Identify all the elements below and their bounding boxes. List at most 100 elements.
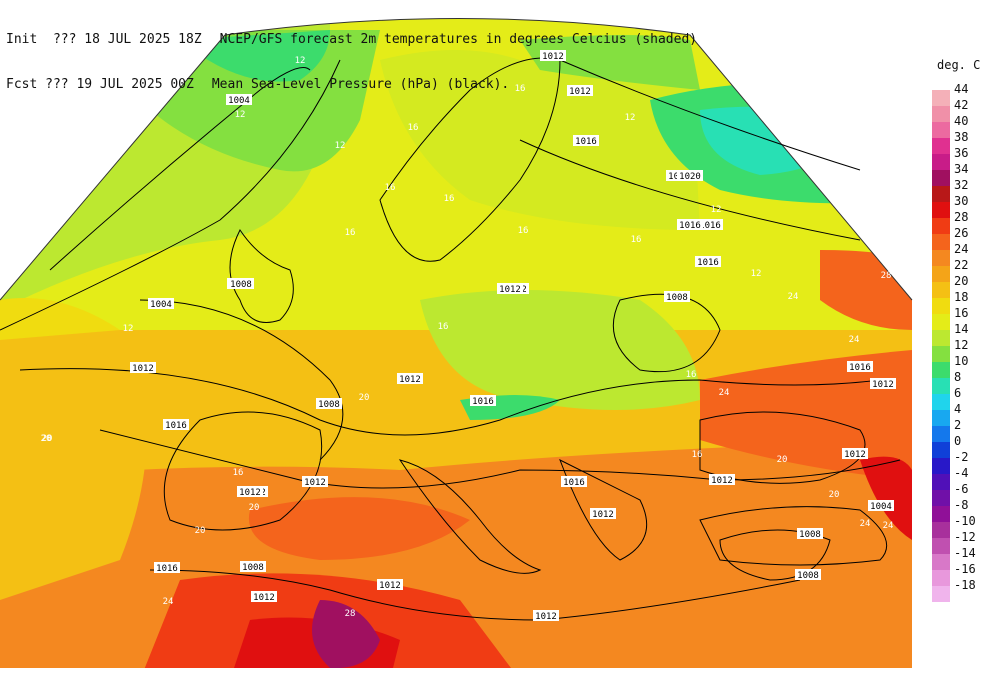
- temperature-label: 12: [235, 110, 246, 120]
- legend-row: -6: [932, 482, 996, 506]
- legend-row: 30: [932, 194, 996, 218]
- legend-row: -12: [932, 530, 996, 554]
- legend-swatch: [932, 410, 950, 426]
- temperature-label: 28: [345, 609, 356, 619]
- temperature-label: 16: [438, 322, 449, 332]
- legend-label: 22: [954, 258, 969, 272]
- legend-row: 34: [932, 162, 996, 186]
- legend-row: 2: [932, 418, 996, 442]
- legend-row: -4: [932, 466, 996, 490]
- isobar-label: 1008: [242, 563, 264, 573]
- legend-row: 14: [932, 322, 996, 346]
- legend-swatch: [932, 250, 950, 266]
- legend-swatch: [932, 186, 950, 202]
- temperature-label: 24: [860, 519, 871, 529]
- isobar-label-bg: [697, 219, 723, 230]
- isobar-label-bg: [797, 528, 823, 539]
- legend-swatch: [932, 394, 950, 410]
- isobar-label-bg: [847, 361, 873, 372]
- legend-swatch: [932, 474, 950, 490]
- temperature-label: 20: [42, 434, 53, 444]
- isobar-label: 1016: [697, 258, 719, 268]
- isobar-label: 1016: [156, 564, 178, 574]
- legend-row: 18: [932, 290, 996, 314]
- isobar-label: 1012: [542, 52, 564, 62]
- legend-swatch: [932, 138, 950, 154]
- temperature-label: 16: [631, 235, 642, 245]
- legend-row: 16: [932, 306, 996, 330]
- temperature-label: 12: [123, 324, 134, 334]
- legend-label: 26: [954, 226, 969, 240]
- legend-swatch: [932, 122, 950, 138]
- temperature-label: 24: [163, 597, 174, 607]
- isobar-label-bg: [148, 298, 174, 309]
- legend-swatch: [932, 154, 950, 170]
- isobar-label: 1008: [797, 571, 819, 581]
- legend-row: 8: [932, 370, 996, 394]
- isobar-label: 1012: [569, 87, 591, 97]
- isobar-label: 1012: [535, 612, 557, 622]
- temperature-label: 12: [711, 205, 722, 215]
- isobar-label: 1012: [844, 450, 866, 460]
- legend-label: 4: [954, 402, 962, 416]
- isobar-label-bg: [677, 219, 703, 230]
- legend-row: -18: [932, 578, 996, 602]
- temperature-label: 24: [849, 335, 860, 345]
- temperature-label: 16: [233, 468, 244, 478]
- legend-row: 10: [932, 354, 996, 378]
- isobar-label: 1004: [870, 502, 892, 512]
- isobar-label-bg: [573, 135, 599, 146]
- isobar-label-bg: [226, 94, 252, 105]
- legend-label: 8: [954, 370, 962, 384]
- legend-row: 28: [932, 210, 996, 234]
- isobar-label-bg: [240, 561, 266, 572]
- temperature-label: 20: [829, 490, 840, 500]
- legend-swatch: [932, 298, 950, 314]
- temperature-label: 16: [515, 84, 526, 94]
- temperature-label: 24: [883, 521, 894, 531]
- isobar-label-bg: [664, 291, 690, 302]
- legend-label: 32: [954, 178, 969, 192]
- legend-label: 36: [954, 146, 969, 160]
- legend-label: -8: [954, 498, 969, 512]
- isobar-label: 1016: [165, 421, 187, 431]
- legend-row: 12: [932, 338, 996, 362]
- isobar-label: 1012: [872, 380, 894, 390]
- legend-swatch: [932, 538, 950, 554]
- temperature-label: 28: [881, 271, 892, 281]
- legend-row: 38: [932, 130, 996, 154]
- temperature-label: 24: [788, 292, 799, 302]
- isobar-label-bg: [567, 85, 593, 96]
- legend-label: 10: [954, 354, 969, 368]
- legend-label: -16: [954, 562, 976, 576]
- map-title: NCEP/GFS forecast 2m temperatures in deg…: [219, 32, 698, 47]
- legend-row: 6: [932, 386, 996, 410]
- isobar-label-bg: [795, 569, 821, 580]
- legend-swatch: [932, 170, 950, 186]
- legend-row: 36: [932, 146, 996, 170]
- forecast-time: Fcst ??? 19 JUL 2025 00Z: [6, 77, 194, 92]
- isobar-labels: 1004100810121016102010081012101610161012…: [130, 50, 896, 622]
- legend-label: -18: [954, 578, 976, 592]
- isobar-label: 1012: [253, 593, 275, 603]
- isobar-label-bg: [228, 278, 254, 289]
- isobar-label-bg: [163, 419, 189, 430]
- isobar-label-bg: [561, 476, 587, 487]
- map-subtitle: Mean Sea-Level Pressure (hPa) (black).: [211, 77, 510, 92]
- legend-label: 18: [954, 290, 969, 304]
- isobar-label-bg: [590, 508, 616, 519]
- temperature-label: 16: [345, 228, 356, 238]
- isobar-label: 1008: [799, 530, 821, 540]
- legend-row: 22: [932, 258, 996, 282]
- legend-row: -2: [932, 450, 996, 474]
- temperature-label: 20: [249, 503, 260, 513]
- isobar-label: 1012: [592, 510, 614, 520]
- legend-label: 20: [954, 274, 969, 288]
- init-time: Init ??? 18 JUL 2025 18Z: [6, 32, 202, 47]
- legend-label: 14: [954, 322, 969, 336]
- temperature-label: 16: [385, 183, 396, 193]
- isobar-label-bg: [709, 474, 735, 485]
- legend-label: 28: [954, 210, 969, 224]
- legend-row: 20: [932, 274, 996, 298]
